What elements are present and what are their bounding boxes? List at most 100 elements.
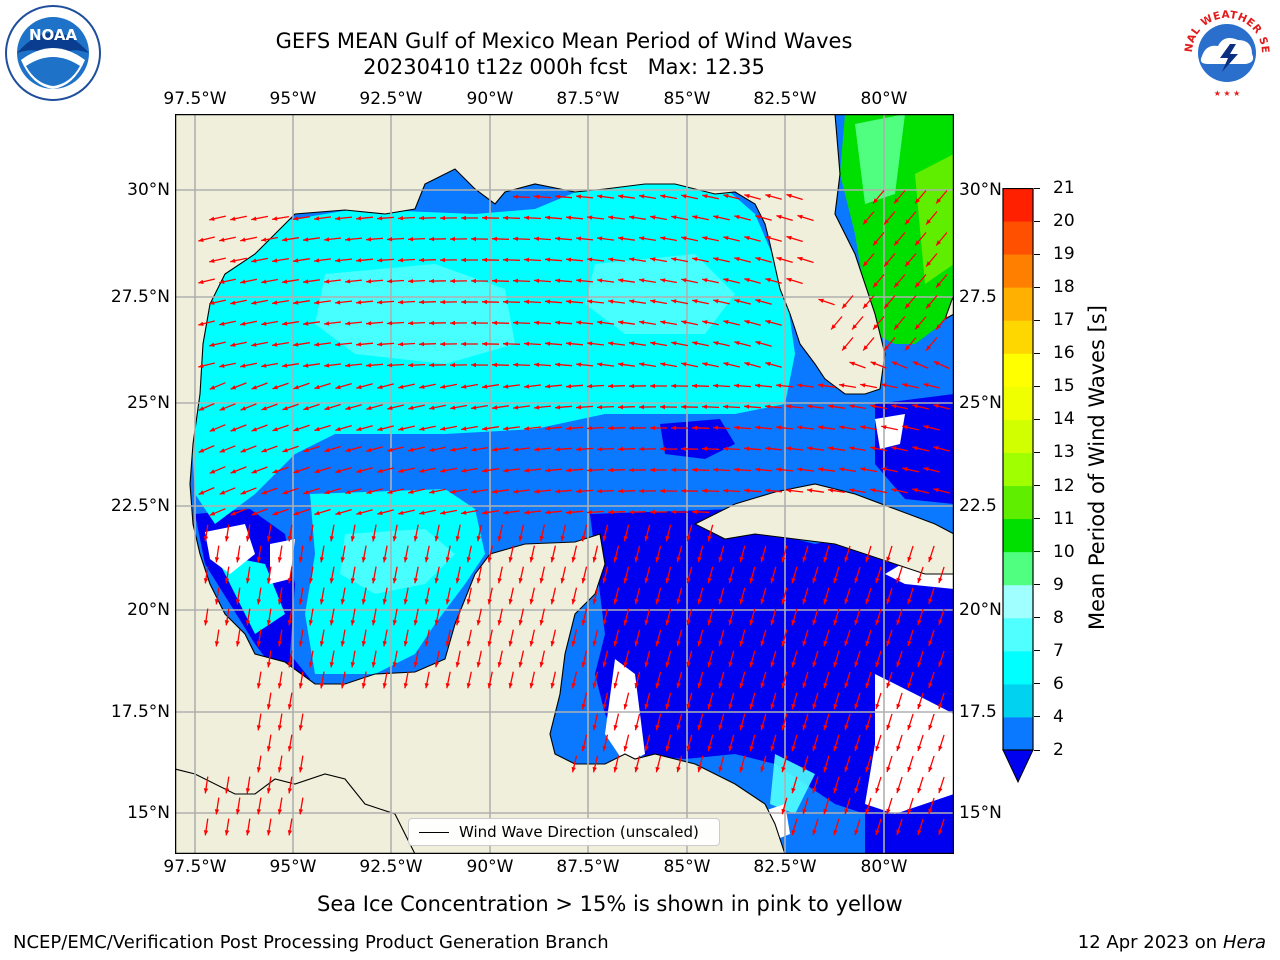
wind-wave-arrowhead bbox=[440, 215, 446, 221]
wind-wave-arrowhead bbox=[261, 490, 267, 495]
wind-wave-arrowhead bbox=[608, 341, 614, 346]
wind-wave-arrowhead bbox=[340, 683, 346, 689]
wind-wave-arrowhead bbox=[455, 662, 460, 668]
wind-wave-arrowhead bbox=[403, 641, 408, 647]
wind-wave-arrowhead bbox=[203, 788, 209, 794]
wind-wave-arrowhead bbox=[324, 405, 330, 411]
wind-wave-arrowhead bbox=[518, 661, 523, 668]
wind-wave-arrowhead bbox=[466, 641, 471, 647]
wind-wave-arrowhead bbox=[450, 489, 456, 494]
wind-wave-arrowhead bbox=[744, 194, 750, 199]
wind-wave-arrowhead bbox=[655, 556, 660, 563]
wind-wave-arrowhead bbox=[429, 405, 435, 410]
wind-wave-arrowhead bbox=[287, 788, 293, 794]
wind-wave-arrowhead bbox=[266, 620, 272, 626]
wind-wave-arrowhead bbox=[875, 829, 880, 836]
wind-wave-arrowhead bbox=[529, 640, 534, 647]
wind-wave-arrowhead bbox=[209, 216, 215, 221]
wind-wave-arrowhead bbox=[403, 599, 408, 605]
wind-wave-arrowhead bbox=[345, 237, 351, 242]
colorbar-tick-mark bbox=[1034, 253, 1040, 255]
wind-wave-arrowhead bbox=[587, 299, 593, 304]
wind-wave-arrowhead bbox=[926, 345, 931, 351]
high-period-region bbox=[840, 114, 954, 344]
wind-wave-arrowhead bbox=[697, 766, 702, 773]
wind-wave-arrowhead bbox=[728, 577, 733, 584]
x-tick-label-bottom: 85°W bbox=[663, 857, 711, 877]
wind-wave-arrowhead bbox=[282, 321, 288, 326]
wind-wave-arrowhead bbox=[608, 509, 614, 515]
wind-wave-arrowhead bbox=[844, 640, 849, 647]
wind-wave-arrowhead bbox=[686, 577, 691, 584]
wind-wave-arrowhead bbox=[665, 745, 670, 752]
wind-wave-arrowhead bbox=[608, 257, 614, 262]
wind-wave-arrowhead bbox=[471, 236, 476, 242]
wind-wave-arrowhead bbox=[314, 258, 320, 263]
wind-wave-arrowhead bbox=[786, 193, 792, 199]
wind-wave-arrowhead bbox=[571, 598, 576, 605]
wind-wave-arrowhead bbox=[534, 194, 540, 199]
svg-text:NOAA: NOAA bbox=[29, 26, 78, 44]
wind-wave-arrowhead bbox=[555, 489, 561, 494]
pale-cyan-region bbox=[315, 254, 815, 814]
colorbar-tick-label: 6 bbox=[1053, 673, 1064, 694]
wind-wave-arrowhead bbox=[219, 490, 226, 495]
wind-wave-arrowhead bbox=[518, 535, 523, 542]
wind-wave-arrowhead bbox=[298, 599, 304, 605]
wind-wave-arrowhead bbox=[566, 468, 572, 473]
colorbar-segment bbox=[1003, 287, 1033, 321]
wind-wave-arrowhead bbox=[839, 383, 845, 388]
legend-label: Wind Wave Direction (unscaled) bbox=[459, 823, 699, 841]
wind-wave-arrowhead bbox=[377, 342, 383, 347]
wind-wave-arrowhead bbox=[356, 426, 362, 431]
y-tick-label-right: 15°N bbox=[959, 803, 1002, 823]
wind-wave-arrowhead bbox=[936, 324, 941, 330]
wind-wave-arrowhead bbox=[686, 745, 691, 752]
colorbar-tick-mark bbox=[1034, 187, 1040, 189]
wind-wave-arrowhead bbox=[508, 682, 513, 689]
wind-wave-arrowhead bbox=[865, 724, 870, 731]
wind-wave-arrowhead bbox=[293, 427, 299, 432]
wind-wave-arrowhead bbox=[471, 278, 476, 284]
wind-wave-arrowhead bbox=[765, 446, 771, 451]
y-tick-label-left: 25°N bbox=[127, 393, 170, 413]
wind-wave-arrowhead bbox=[744, 320, 750, 325]
wind-wave-arrowhead bbox=[398, 510, 404, 515]
wind-wave-arrowhead bbox=[581, 703, 586, 710]
wind-wave-arrowhead bbox=[219, 363, 225, 368]
y-tick-label-right: 25°N bbox=[959, 393, 1002, 413]
wind-wave-arrowhead bbox=[823, 640, 828, 647]
wind-wave-arrowhead bbox=[587, 384, 593, 389]
wind-wave-arrowhead bbox=[644, 703, 649, 710]
wind-wave-arrowhead bbox=[445, 557, 450, 563]
wind-wave-arrowhead bbox=[340, 599, 346, 605]
wind-wave-arrowhead bbox=[298, 767, 304, 773]
wind-wave-arrowhead bbox=[781, 682, 786, 689]
wind-wave-arrowhead bbox=[209, 258, 215, 263]
wind-wave-arrowhead bbox=[287, 620, 293, 626]
wind-wave-arrowhead bbox=[503, 257, 509, 263]
wind-wave-arrowhead bbox=[298, 683, 304, 689]
colorbar-tick-label: 9 bbox=[1053, 574, 1064, 595]
wind-wave-arrowhead bbox=[513, 194, 519, 199]
wind-wave-arrowhead bbox=[686, 619, 691, 626]
wind-wave-arrowhead bbox=[812, 829, 817, 836]
wind-wave-arrowhead bbox=[413, 620, 418, 626]
wind-wave-arrowhead bbox=[912, 361, 919, 366]
wind-wave-arrowhead bbox=[902, 425, 908, 430]
wind-wave-arrowhead bbox=[303, 237, 309, 242]
wind-wave-arrowhead bbox=[466, 599, 471, 605]
colorbar-tick-mark bbox=[1034, 617, 1040, 619]
wind-wave-arrowhead bbox=[770, 577, 775, 584]
wind-wave-arrowhead bbox=[198, 490, 205, 495]
colorbar-tick-mark bbox=[1034, 319, 1040, 321]
wind-wave-arrowhead bbox=[340, 641, 346, 647]
wind-wave-arrowhead bbox=[235, 809, 241, 815]
colorbar-tick-label: 14 bbox=[1053, 409, 1075, 430]
wind-wave-arrowhead bbox=[852, 324, 857, 330]
wind-wave-arrowhead bbox=[854, 703, 859, 710]
wind-wave-arrowhead bbox=[534, 236, 540, 241]
wind-wave-arrowhead bbox=[776, 383, 782, 388]
wind-wave-arrowhead bbox=[555, 447, 561, 452]
wind-wave-arrowhead bbox=[319, 683, 325, 689]
